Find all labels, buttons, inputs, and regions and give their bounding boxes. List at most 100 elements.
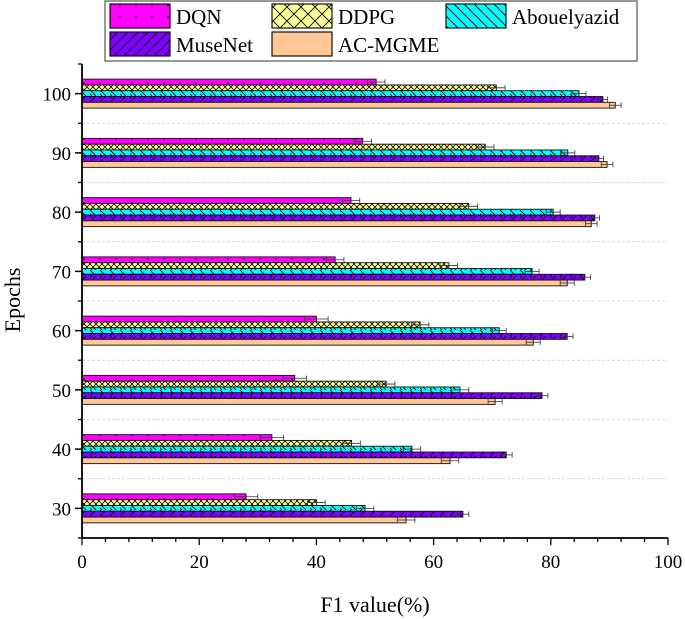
legend-label: DDPG <box>338 5 395 29</box>
legend-box <box>104 0 638 62</box>
bar-musenet-60 <box>81 333 568 340</box>
y-tick-label: 50 <box>52 381 71 402</box>
x-axis-title: F1 value(%) <box>320 592 429 617</box>
bar-dqn-60 <box>81 315 317 323</box>
error-bar <box>593 155 604 162</box>
bar-ddpg-30 <box>81 499 317 506</box>
bar-dqn-100 <box>81 78 377 86</box>
error-bar <box>304 316 329 322</box>
error-bar <box>342 440 361 447</box>
bar-ddpg-40 <box>81 439 353 447</box>
legend-item-abouelyazid: Abouelyazid <box>445 3 620 29</box>
legend-item-musenet: MuseNet <box>109 31 253 57</box>
bar-abouelyazid-80 <box>81 208 554 216</box>
error-bar <box>410 322 430 328</box>
error-bar <box>450 387 470 393</box>
bar-abouelyazid-100 <box>81 90 580 97</box>
error-bar <box>487 85 506 91</box>
x-tick-label: 100 <box>654 552 683 573</box>
legend-label: MuseNet <box>176 33 253 57</box>
legend-swatch <box>445 3 507 29</box>
error-bar <box>325 256 345 263</box>
bar-ddpg-60 <box>81 321 421 329</box>
bar-ddpg-100 <box>81 84 497 92</box>
error-bar <box>584 220 598 227</box>
error-bar <box>341 197 361 204</box>
legend-label: AC-MGME <box>338 33 440 57</box>
error-bar <box>597 96 609 103</box>
y-axis-title: Epochs <box>0 268 25 333</box>
bar-ddpg-90 <box>81 143 486 151</box>
bar-musenet-100 <box>81 96 604 103</box>
error-bar <box>545 209 561 215</box>
error-bar <box>589 215 600 221</box>
y-tick-label: 80 <box>52 203 71 224</box>
legend-swatch <box>271 3 333 29</box>
bar-abouelyazid-50 <box>81 386 461 394</box>
error-bar <box>439 262 459 269</box>
bar-ac-mgme-70 <box>81 279 568 287</box>
y-tick-label: 40 <box>52 440 71 461</box>
legend-label: DQN <box>176 5 222 29</box>
bar-dqn-90 <box>81 137 364 145</box>
legend-item-ac-mgme: AC-MGME <box>271 31 440 57</box>
bar-musenet-50 <box>81 392 543 400</box>
axes: 0 20 40 60 80 100 30 40 50 60 70 80 90 100 <box>43 63 683 573</box>
error-bar <box>560 150 576 156</box>
error-bar <box>525 339 541 346</box>
bar-ac-mgme-60 <box>81 338 534 346</box>
error-bar <box>560 333 574 340</box>
bar-musenet-30 <box>81 510 464 518</box>
x-tick-label: 20 <box>190 552 209 573</box>
group-separators <box>82 122 668 480</box>
error-bar <box>487 398 503 405</box>
bar-ac-mgme-90 <box>81 161 608 168</box>
x-tick-label: 40 <box>307 552 326 573</box>
error-bar <box>307 499 326 506</box>
error-bar <box>440 457 460 464</box>
bar-ddpg-80 <box>81 202 470 210</box>
error-bar <box>353 138 372 145</box>
bar-abouelyazid-40 <box>81 445 413 453</box>
y-tick-label: 100 <box>43 85 72 106</box>
bar-musenet-80 <box>81 214 596 222</box>
bar-dqn-50 <box>81 374 296 382</box>
legend: DQN DDPG Abouelyazid MuseNet AC-MGME <box>104 0 638 62</box>
bar-ac-mgme-30 <box>81 516 407 524</box>
bar-abouelyazid-60 <box>81 327 500 334</box>
error-bar <box>600 161 614 168</box>
error-bar <box>282 375 307 382</box>
bar-musenet-90 <box>81 155 600 163</box>
error-bar <box>535 392 549 399</box>
x-tick-label: 80 <box>541 552 560 573</box>
y-tick-label: 90 <box>52 144 71 165</box>
error-bar <box>402 446 422 452</box>
error-bar <box>259 434 284 441</box>
bar-dqn-40 <box>81 434 273 441</box>
y-tick-label: 60 <box>52 322 71 343</box>
bar-abouelyazid-70 <box>81 268 533 275</box>
error-bar <box>475 144 495 150</box>
error-bar <box>376 381 396 387</box>
legend-item-ddpg: DDPG <box>271 3 395 29</box>
x-tick-label: 60 <box>424 552 443 573</box>
bar-ddpg-50 <box>81 380 387 388</box>
error-bar <box>355 505 375 512</box>
legend-label: Abouelyazid <box>512 5 620 29</box>
legend-swatch <box>271 31 333 57</box>
error-bar <box>396 517 416 523</box>
error-bar <box>233 493 259 500</box>
bar-musenet-70 <box>81 273 586 281</box>
bar-ddpg-70 <box>81 262 450 269</box>
bar-abouelyazid-30 <box>81 505 366 512</box>
y-tick-label: 30 <box>52 499 71 520</box>
error-bar <box>459 203 478 210</box>
legend-item-dqn: DQN <box>109 3 222 29</box>
bar-dqn-70 <box>81 256 336 264</box>
error-bar <box>524 268 540 275</box>
error-bar <box>456 511 470 517</box>
error-bar <box>571 90 587 97</box>
bar-ac-mgme-50 <box>81 398 496 405</box>
legend-swatch <box>109 31 171 57</box>
